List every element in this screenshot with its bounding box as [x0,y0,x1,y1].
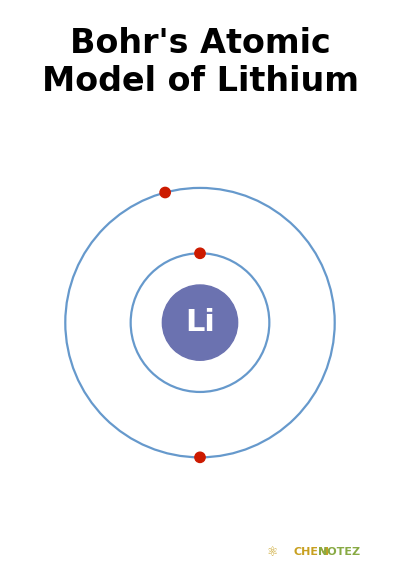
Text: NOTEZ: NOTEZ [318,547,360,558]
Circle shape [195,248,205,259]
Circle shape [162,285,238,361]
Text: Li: Li [185,308,215,337]
Text: Bohr's Atomic
Model of Lithium: Bohr's Atomic Model of Lithium [42,27,358,98]
Circle shape [195,452,205,462]
Text: ⚛: ⚛ [266,546,278,559]
Text: CHEM: CHEM [294,547,330,558]
Circle shape [160,187,170,198]
